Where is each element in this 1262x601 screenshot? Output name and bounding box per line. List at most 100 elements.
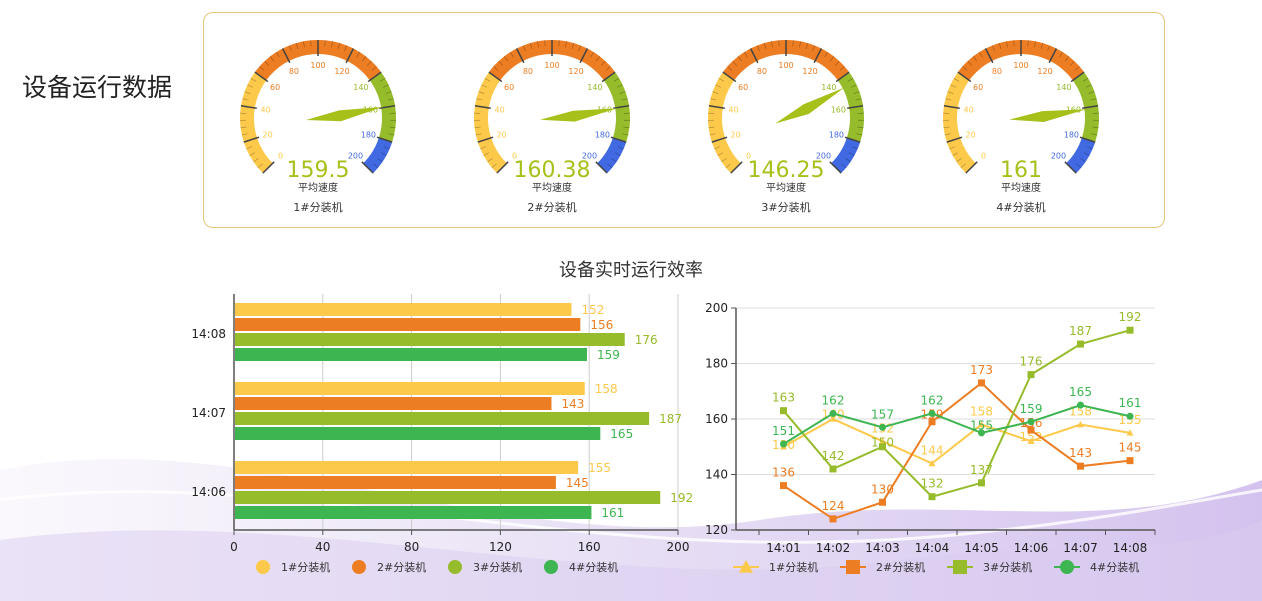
gauge-machine-name: 4#分装机: [996, 200, 1045, 214]
square-marker: [879, 498, 886, 506]
gauge-tick: [799, 41, 801, 48]
gauge-band: [597, 137, 627, 174]
gauge-2: 020406080100120140160180200160.38平均速度2#分…: [474, 39, 630, 214]
gauge-tick-label: 0: [981, 151, 986, 160]
line-data-label: 137: [970, 463, 993, 477]
gauge-tick: [708, 126, 715, 129]
line-series: 136124130159173156143145: [772, 363, 1141, 523]
gauge-tick: [1070, 71, 1085, 83]
gauge-tick: [943, 126, 950, 129]
gauge-tick: [717, 152, 724, 156]
bar-data-label: 158: [595, 382, 618, 396]
gauge-tick: [991, 45, 995, 52]
gauge-tick: [1064, 56, 1070, 62]
gauge-tick: [590, 51, 595, 58]
gauge-tick: [722, 71, 737, 83]
triangle-marker: [1126, 429, 1134, 436]
line-x-tick-label: 14:08: [1113, 541, 1148, 555]
gauge-tick: [1047, 45, 1051, 52]
gauge-tick: [1027, 40, 1029, 47]
gauge-tick: [476, 98, 483, 101]
line-data-label: 192: [1119, 310, 1142, 324]
gauge-tick: [947, 91, 954, 94]
gauge-tick: [373, 163, 379, 168]
gauge-tick-label: 120: [568, 67, 583, 76]
line-data-label: 163: [772, 391, 795, 405]
gauge-tick: [829, 56, 835, 62]
gauge-tick: [844, 136, 861, 143]
gauge-tick: [254, 71, 269, 83]
gauge-unit-label: 平均速度: [298, 181, 338, 194]
gauge-tick-label: 40: [729, 106, 739, 115]
bar-category-label: 14:06: [191, 485, 226, 499]
bar: [235, 476, 556, 489]
gauge-tick-label: 20: [497, 130, 507, 139]
line-data-label: 136: [772, 466, 795, 480]
gauge-tick: [1090, 98, 1097, 101]
gauge-tick-label: 100: [544, 61, 559, 70]
gauge-machine-name: 1#分装机: [293, 200, 342, 214]
gauge-tick: [474, 126, 481, 129]
gauge-tick: [262, 161, 275, 174]
gauge-tick: [730, 161, 743, 174]
gauge-unit-label: 平均速度: [532, 181, 572, 194]
gauge-unit-label: 平均速度: [766, 181, 806, 194]
gauge-tick: [496, 161, 509, 174]
gauge-tick: [614, 152, 621, 156]
gauge-tick-label: 80: [992, 67, 1002, 76]
gauge-tick-label: 20: [966, 130, 976, 139]
gauge-tick-label: 160: [831, 106, 846, 115]
gauge-band: [708, 72, 741, 174]
gauge-tick: [387, 98, 394, 101]
gauge-tick-label: 0: [278, 151, 283, 160]
square-marker: [1077, 340, 1084, 348]
circle-marker: [829, 409, 837, 417]
gauge-band: [1066, 137, 1096, 174]
bar: [235, 333, 625, 346]
gauge-tick: [1064, 161, 1077, 174]
gauge-tick: [1088, 91, 1095, 94]
gauge-tick: [1080, 158, 1086, 163]
bar-data-label: 165: [610, 427, 633, 441]
gauge-tick: [269, 56, 275, 62]
bar: [235, 303, 572, 316]
gauge-tick: [853, 91, 860, 94]
gauge-tick: [737, 56, 743, 62]
gauge-tick: [1091, 133, 1098, 136]
gauge-tick: [845, 158, 851, 163]
gauge-tick-label: 120: [334, 67, 349, 76]
gauge-tick: [1070, 60, 1075, 66]
gauge-tick-label: 100: [310, 61, 325, 70]
gauge-tick-label: 80: [757, 67, 767, 76]
gauge-tick: [1082, 105, 1099, 110]
gauge-tick: [303, 41, 305, 48]
line-data-label: 155: [970, 419, 993, 433]
gauge-tick: [1086, 146, 1093, 150]
bar: [235, 348, 587, 361]
gauge-tick: [259, 66, 265, 71]
gauge-tick: [732, 60, 737, 66]
line-data-label: 142: [822, 449, 845, 463]
gauge-tick: [965, 161, 978, 174]
square-marker: [978, 379, 985, 387]
bar-x-tick-label: 120: [489, 540, 512, 554]
gauge-tick: [382, 84, 389, 88]
line-data-label: 187: [1069, 324, 1092, 338]
legend-marker: [352, 560, 366, 574]
circle-marker: [1077, 401, 1084, 409]
square-marker: [953, 560, 967, 574]
gauge-tick: [1079, 136, 1096, 143]
gauge-tick: [371, 66, 377, 71]
legend-label: 4#分装机: [569, 560, 618, 574]
gauge-band: [831, 137, 861, 174]
triangle-marker: [978, 421, 985, 428]
gauge-tick: [771, 41, 773, 48]
bar-data-label: 143: [561, 397, 584, 411]
gauge-tick-label: 180: [829, 130, 844, 139]
gauge-tick: [1034, 41, 1036, 48]
gauge-tick: [749, 48, 759, 64]
gauge-band: [474, 72, 507, 174]
gauge-tick: [310, 40, 312, 47]
line-data-label: 161: [1119, 396, 1142, 410]
gauge-tick: [240, 105, 257, 110]
